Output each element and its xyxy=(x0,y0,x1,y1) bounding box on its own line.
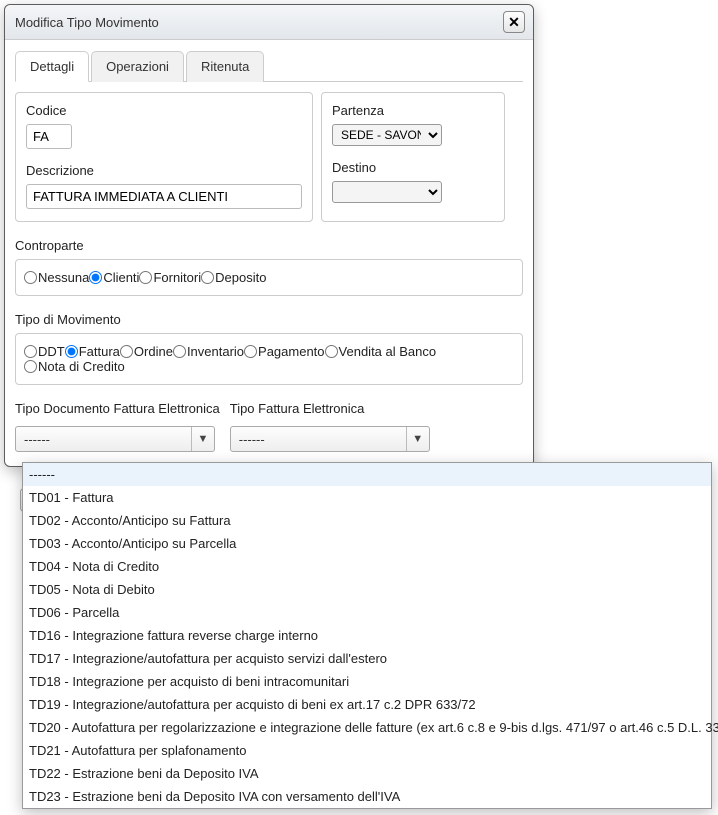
dropdown-option[interactable]: TD01 - Fattura xyxy=(23,486,711,509)
label-controparte: Controparte xyxy=(15,238,523,253)
radio-label: Inventario xyxy=(187,344,244,359)
radio-input[interactable] xyxy=(65,345,78,358)
label-destino: Destino xyxy=(332,160,494,175)
dropdown-tipo-doc-fe[interactable]: ------TD01 - FatturaTD02 - Acconto/Antic… xyxy=(22,462,712,809)
row-tipo-fe: Tipo Documento Fattura Elettronica -----… xyxy=(15,401,523,452)
radiogroup-tipo-movimento: DDT Fattura Ordine Inventario Pagamento Vendi… xyxy=(15,333,523,385)
radio-input[interactable] xyxy=(201,271,214,284)
input-descrizione[interactable] xyxy=(26,184,302,209)
radio-ordine[interactable]: Ordine xyxy=(120,344,173,359)
dropdown-option[interactable]: TD16 - Integrazione fattura reverse char… xyxy=(23,624,711,647)
fieldset-partenza-destino: Partenza SEDE - SAVONA Destino xyxy=(321,92,505,222)
radio-input[interactable] xyxy=(325,345,338,358)
tab-ritenuta[interactable]: Ritenuta xyxy=(186,51,264,82)
dialog-modifica-tipo-movimento: Modifica Tipo Movimento ✕ Dettagli Opera… xyxy=(4,4,534,467)
combo-tipo-doc-fe-value: ------ xyxy=(16,427,192,451)
dropdown-option[interactable]: ------ xyxy=(23,463,711,486)
col-tipo-doc-fe: Tipo Documento Fattura Elettronica -----… xyxy=(15,401,220,452)
radio-clienti[interactable]: Clienti xyxy=(89,270,139,285)
label-partenza: Partenza xyxy=(332,103,494,118)
dialog-titlebar: Modifica Tipo Movimento ✕ xyxy=(5,5,533,40)
combo-tipo-doc-fe[interactable]: ------ ▼ xyxy=(15,426,215,452)
radio-label: Vendita al Banco xyxy=(339,344,437,359)
radio-ddt[interactable]: DDT xyxy=(24,344,65,359)
label-tipo-doc-fe: Tipo Documento Fattura Elettronica xyxy=(15,401,220,416)
dropdown-option[interactable]: TD22 - Estrazione beni da Deposito IVA xyxy=(23,762,711,785)
radio-label: Fornitori xyxy=(153,270,201,285)
radio-deposito[interactable]: Deposito xyxy=(201,270,266,285)
label-descrizione: Descrizione xyxy=(26,163,302,178)
dropdown-option[interactable]: TD19 - Integrazione/autofattura per acqu… xyxy=(23,693,711,716)
chevron-down-icon[interactable]: ▼ xyxy=(407,433,429,445)
dialog-title: Modifica Tipo Movimento xyxy=(15,15,159,30)
radio-fornitori[interactable]: Fornitori xyxy=(139,270,201,285)
radio-label: Deposito xyxy=(215,270,266,285)
select-destino[interactable] xyxy=(332,181,442,203)
radio-input[interactable] xyxy=(120,345,133,358)
dropdown-option[interactable]: TD03 - Acconto/Anticipo su Parcella xyxy=(23,532,711,555)
close-button[interactable]: ✕ xyxy=(503,11,525,33)
radio-input[interactable] xyxy=(173,345,186,358)
radio-label: Nota di Credito xyxy=(38,359,125,374)
dropdown-option[interactable]: TD17 - Integrazione/autofattura per acqu… xyxy=(23,647,711,670)
radio-input[interactable] xyxy=(244,345,257,358)
fieldset-codice-descrizione: Codice Descrizione xyxy=(15,92,313,222)
input-codice[interactable] xyxy=(26,124,72,149)
dialog-body: Dettagli Operazioni Ritenuta Codice Desc… xyxy=(5,40,533,466)
radio-label: Fattura xyxy=(79,344,120,359)
chevron-down-icon[interactable]: ▼ xyxy=(192,433,214,445)
radio-nota-di-credito[interactable]: Nota di Credito xyxy=(24,359,125,374)
label-codice: Codice xyxy=(26,103,302,118)
radio-input[interactable] xyxy=(24,271,37,284)
radio-label: DDT xyxy=(38,344,65,359)
tab-dettagli[interactable]: Dettagli xyxy=(15,51,89,82)
radio-vendita-al-banco[interactable]: Vendita al Banco xyxy=(325,344,437,359)
radio-label: Pagamento xyxy=(258,344,325,359)
combo-tipo-fe[interactable]: ------ ▼ xyxy=(230,426,430,452)
radio-input[interactable] xyxy=(89,271,102,284)
radio-label: Clienti xyxy=(103,270,139,285)
dropdown-option[interactable]: TD21 - Autofattura per splafonamento xyxy=(23,739,711,762)
radiogroup-controparte: Nessuna Clienti Fornitori Deposito xyxy=(15,259,523,296)
dropdown-option[interactable]: TD20 - Autofattura per regolarizzazione … xyxy=(23,716,711,739)
dropdown-option[interactable]: TD18 - Integrazione per acquisto di beni… xyxy=(23,670,711,693)
radio-nessuna[interactable]: Nessuna xyxy=(24,270,89,285)
label-tipo-movimento: Tipo di Movimento xyxy=(15,312,523,327)
radio-pagamento[interactable]: Pagamento xyxy=(244,344,325,359)
radio-input[interactable] xyxy=(24,345,37,358)
radio-fattura[interactable]: Fattura xyxy=(65,344,120,359)
select-partenza[interactable]: SEDE - SAVONA xyxy=(332,124,442,146)
tab-operazioni[interactable]: Operazioni xyxy=(91,51,184,82)
dropdown-option[interactable]: TD06 - Parcella xyxy=(23,601,711,624)
row-codice-partenza: Codice Descrizione Partenza SEDE - SAVON… xyxy=(15,92,523,222)
dropdown-option[interactable]: TD04 - Nota di Credito xyxy=(23,555,711,578)
radio-input[interactable] xyxy=(139,271,152,284)
dropdown-option[interactable]: TD23 - Estrazione beni da Deposito IVA c… xyxy=(23,785,711,808)
radio-inventario[interactable]: Inventario xyxy=(173,344,244,359)
radio-label: Ordine xyxy=(134,344,173,359)
dropdown-option[interactable]: TD05 - Nota di Debito xyxy=(23,578,711,601)
radio-label: Nessuna xyxy=(38,270,89,285)
col-tipo-fe: Tipo Fattura Elettronica ------ ▼ xyxy=(230,401,430,452)
label-tipo-fe: Tipo Fattura Elettronica xyxy=(230,401,430,416)
combo-tipo-fe-value: ------ xyxy=(231,427,407,451)
radio-input[interactable] xyxy=(24,360,37,373)
tabs: Dettagli Operazioni Ritenuta xyxy=(15,50,523,82)
dropdown-option[interactable]: TD02 - Acconto/Anticipo su Fattura xyxy=(23,509,711,532)
